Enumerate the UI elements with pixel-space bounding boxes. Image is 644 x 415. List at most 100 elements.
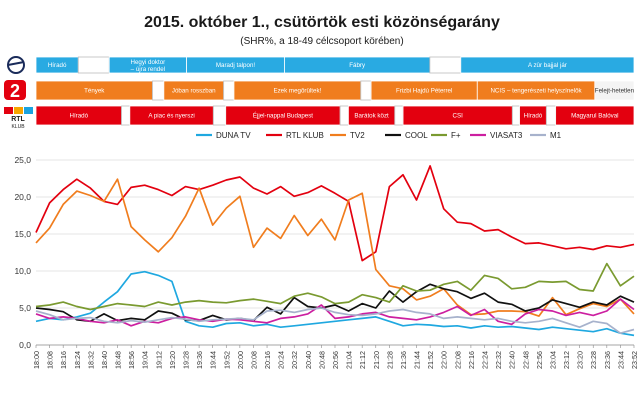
- x-tick-label: 18:24: [73, 351, 82, 369]
- schedule-label: Magyarul Balóval: [571, 113, 618, 120]
- x-tick-label: 23:04: [548, 351, 557, 369]
- schedule-block: [223, 80, 235, 101]
- page-title: 2015. október 1., csütörtök esti közönsé…: [144, 14, 500, 31]
- series-line-viasat3: [35, 298, 635, 327]
- y-tick-label: 0,0: [19, 340, 31, 350]
- schedule-label: Maradj talpon!: [216, 62, 255, 69]
- schedule-label: Híradó: [69, 113, 88, 120]
- schedule-block: [394, 105, 404, 126]
- x-tick-label: 20:48: [317, 351, 326, 369]
- schedule-block: [460, 56, 635, 74]
- x-tick-label: 22:00: [440, 351, 449, 369]
- series-line-tv2: [35, 178, 635, 317]
- x-tick-label: 21:20: [372, 351, 381, 369]
- x-tick-label: 20:32: [290, 351, 299, 369]
- legend-label: RTL KLUB: [286, 131, 324, 140]
- schedule-block: [545, 105, 557, 126]
- rtl-logo-sub: KLUB: [11, 124, 25, 130]
- y-tick-label: 20,0: [14, 192, 31, 202]
- x-tick-label: 23:28: [589, 351, 598, 369]
- schedule-label: Híradó: [524, 113, 543, 120]
- schedule-label: NCIS – tengerészeti helyszínelõk: [490, 88, 582, 95]
- series-lines: [35, 165, 635, 337]
- x-tick-label: 19:04: [141, 351, 150, 369]
- legend-label: VIASAT3: [490, 131, 523, 140]
- schedule-block: [360, 80, 372, 101]
- page-subtitle: (SHR%, a 18-49 célcsoport körében): [240, 36, 404, 47]
- tv2-logo-text: 2: [10, 81, 20, 101]
- x-tick-label: 22:24: [481, 351, 490, 369]
- schedule-block: [152, 80, 165, 101]
- y-tick-label: 5,0: [19, 303, 31, 313]
- x-tick-label: 22:56: [535, 351, 544, 369]
- x-tick-label: 18:48: [114, 351, 123, 369]
- schedule-block: [555, 105, 635, 126]
- legend: DUNA TV RTL KLUB TV2 COOL F+ VIASAT3 M1: [196, 131, 562, 140]
- x-tick-label: 19:44: [209, 351, 218, 369]
- schedule-label: Ezek megõrültek!: [273, 88, 321, 95]
- x-tick-label: 20:08: [249, 351, 258, 369]
- x-tick-label: 21:04: [345, 351, 354, 369]
- x-tick-label: 21:44: [413, 351, 422, 369]
- schedule-label: Hegyi doktor – újra rendel: [130, 59, 165, 73]
- rtl-logo-text: RTL: [11, 116, 25, 123]
- x-tick-label: 23:44: [616, 351, 625, 369]
- schedule-block: [121, 105, 131, 126]
- schedule-label: CSI: [453, 113, 464, 120]
- schedule-block: [212, 105, 227, 126]
- x-tick-label: 18:56: [127, 351, 136, 369]
- series-line-m1: [35, 307, 635, 335]
- x-tick-label: 23:12: [562, 351, 571, 369]
- x-tick-label: 21:36: [399, 351, 408, 369]
- x-tick-label: 19:12: [154, 351, 163, 369]
- x-tick-label: 22:40: [508, 351, 517, 369]
- x-tick-label: 20:16: [263, 351, 272, 369]
- x-tick-label: 19:36: [195, 351, 204, 369]
- schedule-block: [594, 80, 635, 101]
- x-tick-label: 23:20: [576, 351, 585, 369]
- schedule-block: [77, 56, 110, 74]
- schedule-label: A zûr bajjal jár: [528, 62, 567, 69]
- schedule-label: Barátok közt: [354, 113, 389, 120]
- x-tick-label: 22:08: [453, 351, 462, 369]
- x-tick-label: 21:28: [385, 351, 394, 369]
- y-tick-label: 15,0: [14, 229, 31, 239]
- x-tick-label: 23:36: [603, 351, 612, 369]
- x-tick-label: 18:00: [32, 351, 41, 369]
- x-tick-label: 22:32: [494, 351, 503, 369]
- schedule-label: Felejt-hetetlen: [595, 88, 635, 95]
- x-tick-label: 23:52: [630, 351, 639, 369]
- schedule-label: Híradó: [48, 62, 67, 69]
- x-axis: 18:00 18:08 18:16 18:24 18:32 18:40 18:48 18:56…: [32, 345, 639, 369]
- m1-logo: [7, 56, 25, 74]
- y-tick-label: 25,0: [14, 155, 31, 165]
- grid: [36, 159, 634, 346]
- schedules: Híradó Hegyi doktor – újra rendel Maradj ta…: [35, 56, 635, 126]
- y-tick-label: 10,0: [14, 266, 31, 276]
- legend-label: COOL: [405, 131, 428, 140]
- x-tick-label: 18:16: [59, 351, 68, 369]
- x-tick-label: 20:56: [331, 351, 340, 369]
- x-tick-label: 22:16: [467, 351, 476, 369]
- schedule-label: Éjjel-nappal Budapest: [253, 113, 313, 120]
- x-tick-label: 19:28: [182, 351, 191, 369]
- x-tick-label: 20:00: [236, 351, 245, 369]
- x-tick-label: 18:08: [46, 351, 55, 369]
- series-line-rtl-klub: [35, 165, 635, 262]
- schedule-block: [429, 56, 462, 74]
- tv2-logo: 2: [4, 80, 26, 101]
- rtl-logo: RTL KLUB: [4, 107, 33, 130]
- schedule-label: A piac és nyerszi: [148, 113, 194, 120]
- legend-label: TV2: [350, 131, 365, 140]
- schedule-label: Frizbi Hajdú Péterrel: [396, 88, 452, 95]
- legend-label: F+: [451, 131, 461, 140]
- y-axis: 0,0 5,0 10,0 15,0 20,0 25,0: [14, 155, 31, 350]
- series-line-f-: [35, 262, 635, 311]
- schedule-label: Jóban rosszban: [172, 88, 216, 95]
- x-tick-label: 21:12: [358, 351, 367, 369]
- x-tick-label: 21:52: [426, 351, 435, 369]
- schedule-block: [511, 105, 520, 126]
- series-line-duna-tv: [35, 270, 635, 337]
- legend-label: M1: [550, 131, 562, 140]
